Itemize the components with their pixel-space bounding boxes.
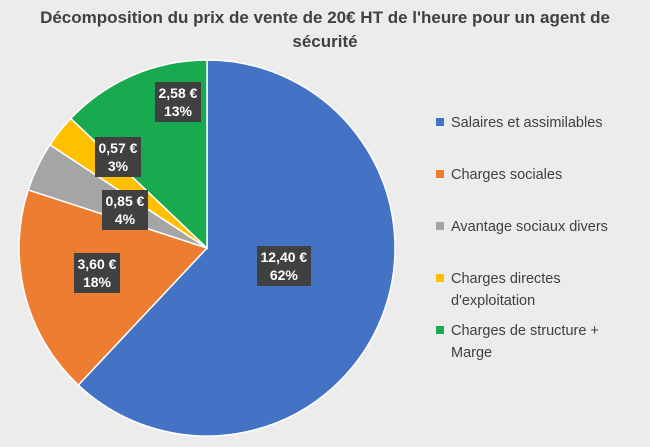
data-label-percent: 18% xyxy=(82,274,111,290)
chart-title: Décomposition du prix de vente de 20€ HT… xyxy=(40,8,610,51)
data-label-structure-marge: 2,58 € 13% xyxy=(154,82,202,122)
legend-swatch xyxy=(436,222,444,230)
data-label-value: 3,60 € xyxy=(77,256,117,272)
legend-swatch xyxy=(436,274,444,282)
data-label-charges-sociales: 3,60 € 18% xyxy=(73,253,121,293)
legend-swatch xyxy=(436,326,444,334)
data-label-percent: 3% xyxy=(107,158,129,174)
data-label-value: 0,85 € xyxy=(105,193,145,209)
data-label-value: 2,58 € xyxy=(158,85,198,101)
data-label-salaires: 12,40 € 62% xyxy=(256,246,312,286)
legend-swatch xyxy=(436,170,444,178)
data-label-value: 12,40 € xyxy=(260,249,308,265)
legend-label: Charges directes d'exploitation xyxy=(451,271,561,309)
legend-label: Salaires et assimilables xyxy=(451,115,603,131)
data-label-value: 0,57 € xyxy=(98,140,138,156)
legend-swatch xyxy=(436,118,444,126)
legend-label: Charges de structure + Marge xyxy=(451,323,599,361)
pie-slice-salaires xyxy=(77,59,396,437)
data-label-avantages: 0,85 € 4% xyxy=(101,190,149,230)
data-label-charges-directes: 0,57 € 3% xyxy=(94,137,142,177)
data-label-percent: 4% xyxy=(114,211,136,227)
data-label-percent: 62% xyxy=(269,267,298,283)
data-label-percent: 13% xyxy=(163,103,192,119)
legend-label: Charges sociales xyxy=(451,167,563,183)
legend-label: Avantage sociaux divers xyxy=(451,219,608,235)
